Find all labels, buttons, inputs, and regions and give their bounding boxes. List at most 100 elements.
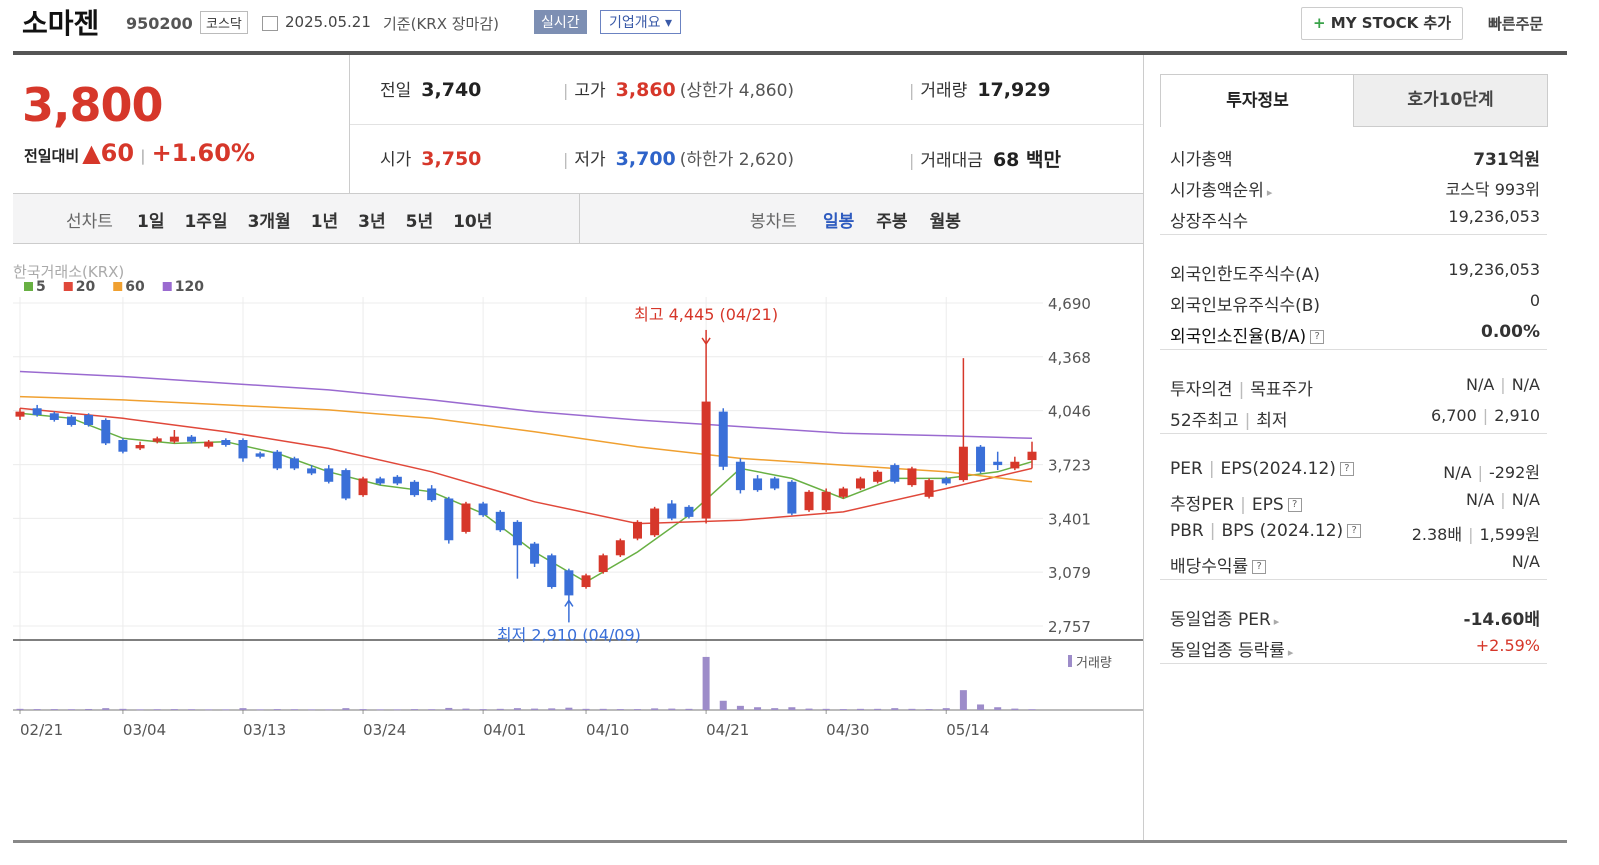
- info-value: 2.38배 | 1,599원: [1412, 521, 1540, 545]
- candle-body: [410, 481, 420, 496]
- candle-body: [324, 468, 334, 482]
- candle-body: [392, 476, 402, 484]
- volume-bar: [582, 708, 590, 710]
- info-label: 동일업종 PER ▸: [1170, 610, 1279, 630]
- value-part: 1,599원: [1479, 525, 1540, 544]
- period-tab[interactable]: 1일: [137, 212, 165, 232]
- value-part: -14.60배: [1463, 610, 1540, 630]
- period-tab[interactable]: 3년: [358, 212, 386, 232]
- legend-label: 60: [125, 279, 145, 295]
- change-row: 전일대비 ▲60 | +1.60%: [24, 139, 255, 167]
- candle-body: [169, 436, 179, 442]
- field-value: 3,750: [421, 148, 482, 170]
- candle-body: [15, 411, 25, 417]
- candle-body: [478, 503, 488, 516]
- volume-bar: [239, 708, 247, 710]
- candle-tab[interactable]: 주봉: [876, 212, 908, 232]
- candle-tab[interactable]: 월봉: [929, 212, 961, 232]
- help-icon: ?: [1310, 330, 1325, 344]
- candle-body: [598, 555, 608, 573]
- label-sep: |: [1240, 495, 1246, 515]
- info-row: PBR | BPS (2024.12)? 2.38배 | 1,599원: [1170, 521, 1540, 552]
- info-label: 추정PER | EPS?: [1170, 495, 1302, 515]
- stock-code: 950200: [126, 14, 193, 33]
- info-label: 상장주식수: [1170, 212, 1248, 232]
- info-label: 시가총액순위 ▸: [1170, 181, 1272, 201]
- info-label: PER | EPS(2024.12)?: [1170, 459, 1354, 479]
- field-label: 저가: [574, 150, 606, 170]
- help-icon: ?: [1287, 498, 1302, 512]
- volume-bar: [462, 708, 470, 710]
- candle-body: [341, 470, 351, 499]
- tab-active[interactable]: 투자정보: [1160, 74, 1355, 127]
- quick-order[interactable]: 빠른주문: [1488, 15, 1544, 33]
- volume-bar: [188, 709, 196, 710]
- field-label: 시가: [380, 150, 412, 170]
- group-rule: [1160, 234, 1547, 235]
- value-sep: |: [1500, 375, 1506, 394]
- company-label: 기업개요: [609, 15, 661, 31]
- x-tick-label: 05/14: [946, 721, 989, 739]
- volume-bar: [685, 708, 693, 710]
- legend-swatch: [162, 282, 172, 291]
- volume-bar: [308, 709, 316, 711]
- volume-bar: [411, 709, 419, 710]
- volume-bar: [702, 656, 710, 710]
- label-part: 시가총액: [1170, 150, 1233, 170]
- volume-bar: [1011, 708, 1019, 710]
- label-part: 외국인보유주식수(B): [1170, 296, 1321, 316]
- volume-bar: [50, 709, 58, 710]
- candle-body: [255, 453, 265, 457]
- volume-bar: [376, 709, 384, 711]
- candle-body: [821, 491, 831, 511]
- candle-body: [804, 491, 814, 511]
- candle-tab[interactable]: 일봉: [823, 212, 855, 232]
- candle-body: [855, 478, 865, 489]
- mystock-button[interactable]: + MY STOCK 추가: [1301, 7, 1463, 40]
- help-icon: ?: [1252, 560, 1267, 574]
- volume-bar: [977, 704, 985, 710]
- info-label: 투자의견 | 목표주가: [1170, 380, 1313, 400]
- volume-bar: [719, 700, 727, 710]
- candle-body: [512, 521, 522, 546]
- info-row: 외국인한도주식수(A) 19,236,053: [1170, 260, 1540, 291]
- label-part: 배당수익률: [1170, 557, 1249, 577]
- ma-line: [19, 407, 1033, 525]
- realtime-button[interactable]: 실시간: [534, 10, 587, 34]
- field-label: 거래량: [920, 81, 968, 101]
- period-tab[interactable]: 10년: [453, 212, 493, 232]
- candle-body: [118, 440, 128, 452]
- period-tab[interactable]: 3개월: [247, 212, 291, 232]
- tab[interactable]: 호가10단계: [1353, 74, 1548, 127]
- legend-label: 120: [175, 279, 204, 295]
- y-tick-label: 2,757: [1048, 618, 1091, 636]
- period-tab[interactable]: 5년: [405, 212, 434, 232]
- candle-body: [924, 480, 934, 497]
- period-tab[interactable]: 1주일: [184, 212, 228, 232]
- quote-field: | 거래대금 68 백만: [903, 145, 1061, 172]
- group-rule: [1160, 433, 1547, 434]
- period-tab[interactable]: 1년: [310, 212, 339, 232]
- candle-body: [701, 401, 711, 519]
- info-value: N/A | N/A: [1466, 490, 1540, 509]
- label-part: 52주최고: [1170, 411, 1239, 431]
- candle-body: [976, 446, 986, 472]
- company-button[interactable]: 기업개요 ▾: [600, 10, 682, 34]
- candle-body: [307, 468, 317, 474]
- candle-body: [993, 461, 1003, 466]
- period-label: 선차트: [66, 212, 113, 232]
- info-row: 배당수익률? N/A: [1170, 552, 1540, 583]
- candle-body: [152, 438, 162, 442]
- volume-bar: [445, 707, 453, 710]
- candle-body: [84, 414, 94, 425]
- candle-body: [289, 458, 299, 469]
- volume-bar: [205, 709, 213, 711]
- info-row: 동일업종 PER ▸ -14.60배: [1170, 605, 1540, 636]
- candle-body: [187, 436, 197, 442]
- group-rule: [1160, 579, 1547, 580]
- candle-body: [667, 503, 677, 519]
- candle-body: [49, 413, 59, 420]
- volume-bar: [565, 707, 573, 710]
- change-label: 전일대비: [24, 147, 80, 165]
- volume-bar: [633, 709, 641, 710]
